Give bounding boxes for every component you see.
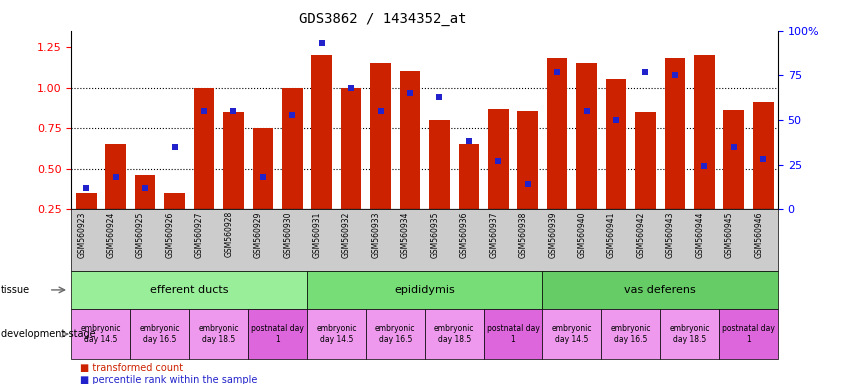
Bar	[370, 63, 391, 250]
Text: GSM560935: GSM560935	[431, 211, 440, 258]
Text: embryonic
day 18.5: embryonic day 18.5	[434, 324, 474, 344]
Text: vas deferens: vas deferens	[624, 285, 696, 295]
Text: embryonic
day 14.5: embryonic day 14.5	[552, 324, 592, 344]
Text: GSM560927: GSM560927	[195, 211, 204, 258]
Text: postnatal day
1: postnatal day 1	[722, 324, 775, 344]
Text: GSM560938: GSM560938	[519, 211, 528, 258]
Text: GSM560924: GSM560924	[107, 211, 115, 258]
Text: embryonic
day 18.5: embryonic day 18.5	[669, 324, 710, 344]
Text: GSM560939: GSM560939	[548, 211, 557, 258]
Text: GSM560933: GSM560933	[372, 211, 380, 258]
Text: embryonic
day 14.5: embryonic day 14.5	[81, 324, 121, 344]
Bar	[753, 102, 774, 250]
Bar	[488, 109, 509, 250]
Text: embryonic
day 16.5: embryonic day 16.5	[375, 324, 415, 344]
Bar	[399, 71, 420, 250]
Text: GSM560945: GSM560945	[725, 211, 733, 258]
Bar	[341, 88, 362, 250]
Text: embryonic
day 16.5: embryonic day 16.5	[140, 324, 180, 344]
Text: development stage: development stage	[1, 329, 96, 339]
Bar	[76, 193, 97, 250]
Bar	[135, 175, 156, 250]
Text: embryonic
day 18.5: embryonic day 18.5	[198, 324, 239, 344]
Bar	[547, 58, 568, 250]
Bar	[311, 55, 332, 250]
Text: GSM560943: GSM560943	[666, 211, 674, 258]
Bar	[252, 128, 273, 250]
Text: postnatal day
1: postnatal day 1	[487, 324, 539, 344]
Bar	[105, 144, 126, 250]
Text: GSM560946: GSM560946	[754, 211, 763, 258]
Text: GSM560942: GSM560942	[637, 211, 646, 258]
Text: GSM560929: GSM560929	[254, 211, 262, 258]
Text: GSM560926: GSM560926	[166, 211, 175, 258]
Bar	[458, 144, 479, 250]
Text: embryonic
day 16.5: embryonic day 16.5	[611, 324, 651, 344]
Bar	[664, 58, 685, 250]
Text: GSM560925: GSM560925	[136, 211, 145, 258]
Bar	[223, 112, 244, 250]
Bar	[429, 120, 450, 250]
Text: GSM560934: GSM560934	[401, 211, 410, 258]
Text: GSM560930: GSM560930	[283, 211, 293, 258]
Text: ■ percentile rank within the sample: ■ percentile rank within the sample	[80, 375, 257, 384]
Bar	[193, 88, 214, 250]
Bar	[723, 110, 744, 250]
Text: GSM560940: GSM560940	[578, 211, 586, 258]
Text: GDS3862 / 1434352_at: GDS3862 / 1434352_at	[299, 12, 467, 25]
Text: GSM560941: GSM560941	[607, 211, 616, 258]
Text: ■ transformed count: ■ transformed count	[80, 363, 183, 373]
Text: GSM560936: GSM560936	[460, 211, 469, 258]
Bar	[606, 79, 627, 250]
Text: postnatal day
1: postnatal day 1	[251, 324, 304, 344]
Text: GSM560923: GSM560923	[77, 211, 86, 258]
Bar	[282, 88, 303, 250]
Text: efferent ducts: efferent ducts	[150, 285, 229, 295]
Text: GSM560937: GSM560937	[489, 211, 498, 258]
Text: embryonic
day 14.5: embryonic day 14.5	[316, 324, 357, 344]
Bar	[694, 55, 715, 250]
Text: GSM560944: GSM560944	[696, 211, 704, 258]
Text: GSM560932: GSM560932	[342, 211, 352, 258]
Text: GSM560931: GSM560931	[313, 211, 322, 258]
Text: tissue: tissue	[1, 285, 30, 295]
Bar	[576, 63, 597, 250]
Text: epididymis: epididymis	[394, 285, 455, 295]
Bar	[517, 111, 538, 250]
Bar	[164, 193, 185, 250]
Bar	[635, 112, 656, 250]
Text: GSM560928: GSM560928	[225, 211, 234, 257]
